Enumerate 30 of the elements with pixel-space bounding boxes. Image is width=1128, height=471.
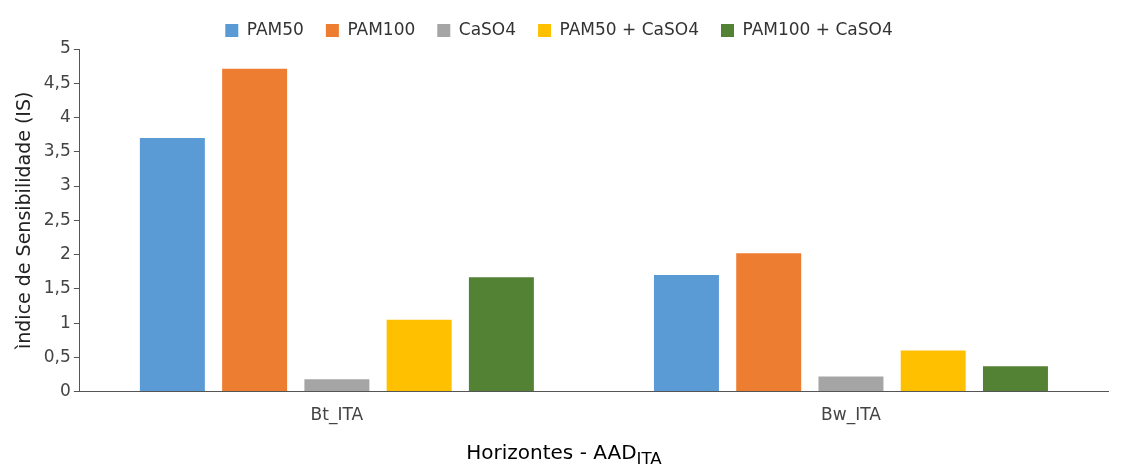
y-tick-label: 1,5 — [43, 277, 71, 298]
bar — [653, 275, 719, 392]
legend-label: PAM100 + CaSO4 — [742, 18, 893, 39]
x-tick-label: Bt_ITA — [310, 404, 364, 426]
bar — [818, 376, 884, 392]
y-tick-label: 0 — [60, 380, 71, 401]
x-axis-title: Horizontes - AAD$_{ITA}$ — [465, 440, 663, 468]
y-tick-label: 4 — [60, 105, 71, 126]
y-tick-label: 4,5 — [43, 71, 71, 92]
y-tick-label: 2 — [60, 242, 71, 263]
bar — [222, 68, 288, 392]
bar — [386, 319, 452, 392]
y-tick-label: 2,5 — [43, 208, 71, 229]
y-tick-label: 5 — [60, 37, 71, 58]
bar — [468, 277, 534, 392]
bar — [982, 366, 1048, 392]
bar — [900, 350, 966, 392]
y-tick-label: 1 — [60, 311, 71, 332]
legend-label: PAM50 — [246, 18, 304, 39]
legend-label: CaSO4 — [458, 18, 517, 39]
legend-label: PAM50 + CaSO4 — [559, 18, 699, 39]
bar — [304, 379, 370, 392]
y-tick-label: 3,5 — [43, 140, 71, 161]
y-tick-label: 3 — [60, 174, 71, 195]
legend-label: PAM100 — [347, 18, 416, 39]
x-tick-label: Bw_ITA — [821, 404, 882, 426]
bar — [139, 138, 205, 392]
bar — [736, 253, 802, 392]
y-tick-label: 0,5 — [43, 345, 71, 366]
y-axis-title: ìndice de Sensibilidade (IS) — [12, 91, 35, 351]
